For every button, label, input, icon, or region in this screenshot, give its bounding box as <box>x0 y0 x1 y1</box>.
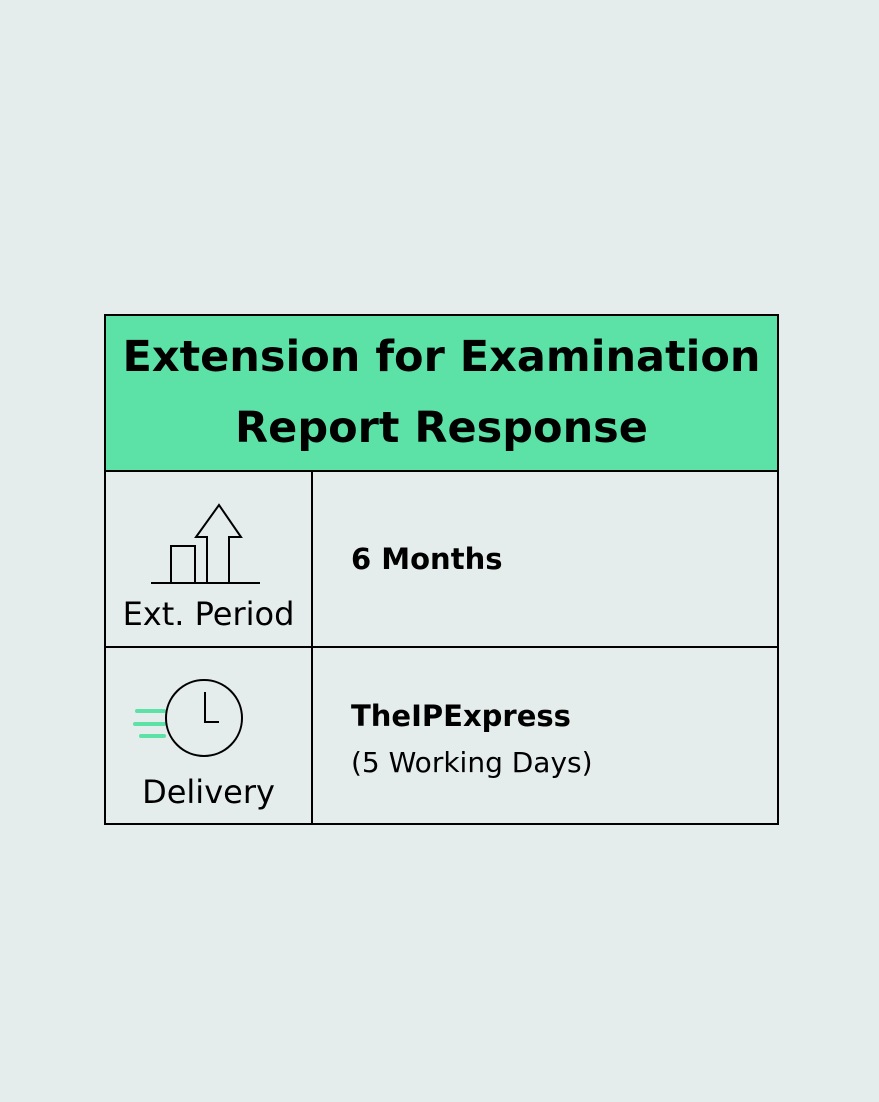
label-cell: Delivery <box>106 648 313 823</box>
label-cell: Ext. Period <box>106 472 313 646</box>
ext-period-label: Ext. Period <box>122 595 295 633</box>
row-delivery: Delivery TheIPExpress (5 Working Days) <box>106 648 777 823</box>
delivery-value: TheIPExpress <box>351 699 571 733</box>
row-ext-period: Ext. Period 6 Months <box>106 472 777 648</box>
title-line-1: Extension for Examination <box>122 332 761 382</box>
service-table: Extension for Examination Report Respons… <box>104 314 779 825</box>
growth-arrow-icon <box>151 503 260 584</box>
fast-clock-icon <box>133 679 243 757</box>
table-header: Extension for Examination Report Respons… <box>106 316 777 472</box>
title-line-2: Report Response <box>235 403 648 453</box>
delivery-note: (5 Working Days) <box>351 746 593 779</box>
ext-period-value: 6 Months <box>351 542 503 576</box>
delivery-label: Delivery <box>142 773 275 811</box>
